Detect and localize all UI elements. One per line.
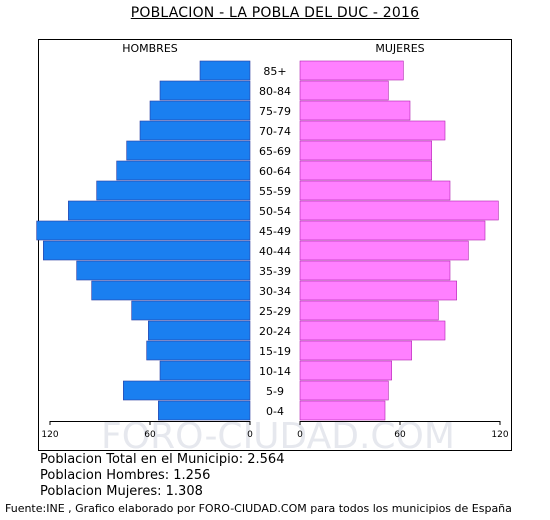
- age-label-65-69: 65-69: [259, 145, 291, 158]
- tick-label-right-60: 60: [394, 430, 406, 440]
- age-label-85+: 85+: [263, 65, 286, 78]
- bar-mujeres-10-14: [299, 360, 392, 381]
- bar-hombres-55-59: [96, 180, 251, 201]
- bar-mujeres-25-29: [299, 300, 439, 321]
- bar-mujeres-65-69: [299, 140, 432, 161]
- age-label-0-4: 0-4: [266, 405, 284, 418]
- bar-mujeres-15-19: [299, 340, 412, 361]
- age-label-25-29: 25-29: [259, 305, 291, 318]
- age-label-10-14: 10-14: [259, 365, 291, 378]
- bar-hombres-85+: [199, 60, 251, 81]
- total-population-text: Poblacion Total en el Municipio: 2.564: [40, 452, 285, 467]
- age-label-80-84: 80-84: [259, 85, 291, 98]
- age-label-40-44: 40-44: [259, 245, 291, 258]
- bar-hombres-20-24: [148, 320, 251, 341]
- bar-mujeres-80-84: [299, 80, 389, 101]
- bar-mujeres-45-49: [299, 220, 486, 241]
- mujeres-bars: [299, 60, 499, 421]
- bar-hombres-0-4: [158, 400, 251, 421]
- bar-mujeres-30-34: [299, 280, 457, 301]
- bar-mujeres-70-74: [299, 120, 446, 141]
- age-label-30-34: 30-34: [259, 285, 291, 298]
- age-label-60-64: 60-64: [259, 165, 291, 178]
- watermark: FORO-CIUDAD.COM: [101, 416, 455, 457]
- bar-hombres-45-49: [36, 220, 251, 241]
- bar-mujeres-20-24: [299, 320, 446, 341]
- tick-label-right-120: 120: [491, 430, 508, 440]
- page-title: POBLACION - LA POBLA DEL DUC - 2016: [130, 5, 420, 21]
- bar-hombres-30-34: [91, 280, 251, 301]
- age-group-labels: 85+ 80-84 75-79 70-74 65-69 60-64 55-59 50-54 45…: [259, 65, 291, 418]
- bar-mujeres-50-54: [299, 200, 499, 221]
- bar-mujeres-5-9: [299, 380, 389, 401]
- bar-hombres-5-9: [123, 380, 251, 401]
- bar-hombres-10-14: [159, 360, 251, 381]
- female-population-text: Poblacion Mujeres: 1.308: [40, 484, 203, 499]
- age-label-20-24: 20-24: [259, 325, 291, 338]
- legend-hombres: HOMBRES: [122, 42, 178, 55]
- hombres-bars: [36, 60, 251, 421]
- bar-hombres-50-54: [68, 200, 251, 221]
- bar-hombres-60-64: [116, 160, 251, 181]
- bar-hombres-70-74: [139, 120, 251, 141]
- bar-hombres-75-79: [149, 100, 251, 121]
- age-label-45-49: 45-49: [259, 225, 291, 238]
- tick-label-left-60: 60: [144, 430, 156, 440]
- source-footnote: Fuente:INE , Grafico elaborado por FORO-…: [5, 502, 512, 515]
- tick-label-left-120: 120: [41, 430, 58, 440]
- bar-hombres-35-39: [76, 260, 251, 281]
- age-label-35-39: 35-39: [259, 265, 291, 278]
- age-label-75-79: 75-79: [259, 105, 291, 118]
- bar-hombres-15-19: [146, 340, 251, 361]
- bar-mujeres-40-44: [299, 240, 469, 261]
- bar-mujeres-55-59: [299, 180, 451, 201]
- bar-mujeres-75-79: [299, 100, 411, 121]
- bar-mujeres-60-64: [299, 160, 432, 181]
- bar-mujeres-0-4: [299, 400, 386, 421]
- age-label-50-54: 50-54: [259, 205, 291, 218]
- bar-hombres-40-44: [43, 240, 251, 261]
- age-label-5-9: 5-9: [266, 385, 284, 398]
- x-axis-ticks: 120 60 0 0 60 120: [41, 421, 509, 440]
- bar-hombres-80-84: [159, 80, 251, 101]
- bar-mujeres-35-39: [299, 260, 451, 281]
- legend-mujeres: MUJERES: [375, 42, 424, 55]
- age-label-70-74: 70-74: [259, 125, 291, 138]
- tick-label-left-0: 0: [247, 430, 253, 440]
- age-label-15-19: 15-19: [259, 345, 291, 358]
- bar-mujeres-85+: [299, 60, 404, 81]
- age-label-55-59: 55-59: [259, 185, 291, 198]
- bar-hombres-25-29: [131, 300, 251, 321]
- tick-label-right-0: 0: [297, 430, 303, 440]
- male-population-text: Poblacion Hombres: 1.256: [40, 468, 211, 483]
- bar-hombres-65-69: [126, 140, 251, 161]
